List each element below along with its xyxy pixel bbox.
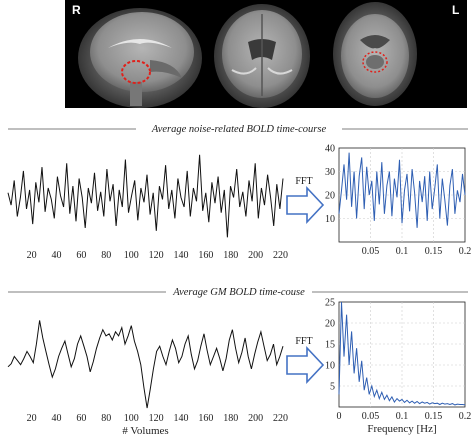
x-tick-label: 220: [273, 413, 288, 424]
x-tick-label: 60: [76, 250, 86, 261]
x-tick-label: 220: [273, 250, 288, 261]
x-tick-label: 20: [27, 413, 37, 424]
sagittal-slice: [78, 8, 202, 108]
y-tick-label: 10: [325, 361, 335, 372]
section-title-gm: Average GM BOLD time-couse: [172, 287, 305, 298]
series-line: [7, 320, 284, 409]
x-tick-label: 40: [52, 250, 62, 261]
x-tick-label: 0.15: [425, 411, 443, 422]
arrow-icon: [286, 185, 325, 225]
noise-timecourse-chart: 20 40 60 80 100 120 140 160 180 200 220: [7, 154, 288, 261]
x-tick-label: 120: [149, 250, 164, 261]
x-tick-label: 140: [173, 250, 188, 261]
x-axis-title: # Volumes: [122, 425, 168, 437]
x-tick-label: 100: [124, 250, 139, 261]
fft-arrow-2: FFT: [286, 336, 325, 385]
y-tick-label: 25: [325, 298, 335, 309]
coronal-slice: [214, 4, 310, 108]
y-tick-label: 20: [325, 191, 335, 202]
fft-arrow-label: FFT: [295, 336, 312, 347]
x-tick-label: 80: [101, 250, 111, 261]
x-tick-label: 0.1: [396, 246, 409, 257]
y-tick-label: 30: [325, 167, 335, 178]
x-tick-label: 20: [27, 250, 37, 261]
x-tick-label: 40: [52, 413, 62, 424]
x-tick-label: 140: [173, 413, 188, 424]
section-gm: Average GM BOLD time-couse: [8, 287, 468, 298]
noise-fft-chart: 0.05 0.1 0.15 0.2 10 20 30 40: [325, 144, 471, 258]
x-tick-label: 60: [76, 413, 86, 424]
y-tick-label: 10: [325, 214, 335, 225]
x-tick-label: 0: [337, 411, 342, 422]
x-tick-label: 200: [248, 250, 263, 261]
x-axis-title: Frequency [Hz]: [367, 423, 436, 435]
mri-panel: R L: [65, 0, 467, 108]
x-tick-label: 0.05: [362, 246, 380, 257]
y-tick-label: 15: [325, 340, 335, 351]
x-tick-label: 0.2: [459, 411, 472, 422]
arrow-icon: [286, 345, 325, 385]
x-tick-label: 180: [223, 413, 238, 424]
fft-arrow-label: FFT: [295, 176, 312, 187]
gm-timecourse-chart: 20 40 60 80 100 120 140 160 180 200 220 # Volumes: [7, 320, 288, 437]
roi-circle-axial: [362, 51, 388, 73]
section-title-noise: Average noise-related BOLD time-course: [151, 124, 327, 135]
series-line: [7, 154, 284, 238]
y-tick-label: 20: [325, 319, 335, 330]
x-tick-label: 120: [149, 413, 164, 424]
orientation-label-r: R: [72, 3, 81, 17]
y-tick-label: 5: [330, 382, 335, 393]
x-tick-label: 200: [248, 413, 263, 424]
x-tick-label: 100: [124, 413, 139, 424]
x-tick-label: 0.15: [425, 246, 443, 257]
x-tick-label: 0.05: [362, 411, 380, 422]
x-tick-label: 0.2: [459, 246, 472, 257]
section-noise: Average noise-related BOLD time-course: [8, 124, 468, 135]
spectrum-line: [338, 301, 466, 406]
spectrum-line: [338, 152, 466, 228]
axial-slice: [333, 2, 417, 106]
x-tick-label: 160: [198, 250, 213, 261]
roi-circle-sagittal: [121, 60, 151, 84]
x-tick-label: 180: [223, 250, 238, 261]
fft-arrow-1: FFT: [286, 176, 325, 225]
y-tick-label: 40: [325, 144, 335, 155]
orientation-label-l: L: [452, 3, 459, 17]
gm-fft-chart: 0 0.05 0.1 0.15 0.2 5 10 15 20 25 Frequency [Hz]: [325, 298, 471, 436]
x-tick-label: 0.1: [396, 411, 409, 422]
x-tick-label: 160: [198, 413, 213, 424]
x-tick-label: 80: [101, 413, 111, 424]
